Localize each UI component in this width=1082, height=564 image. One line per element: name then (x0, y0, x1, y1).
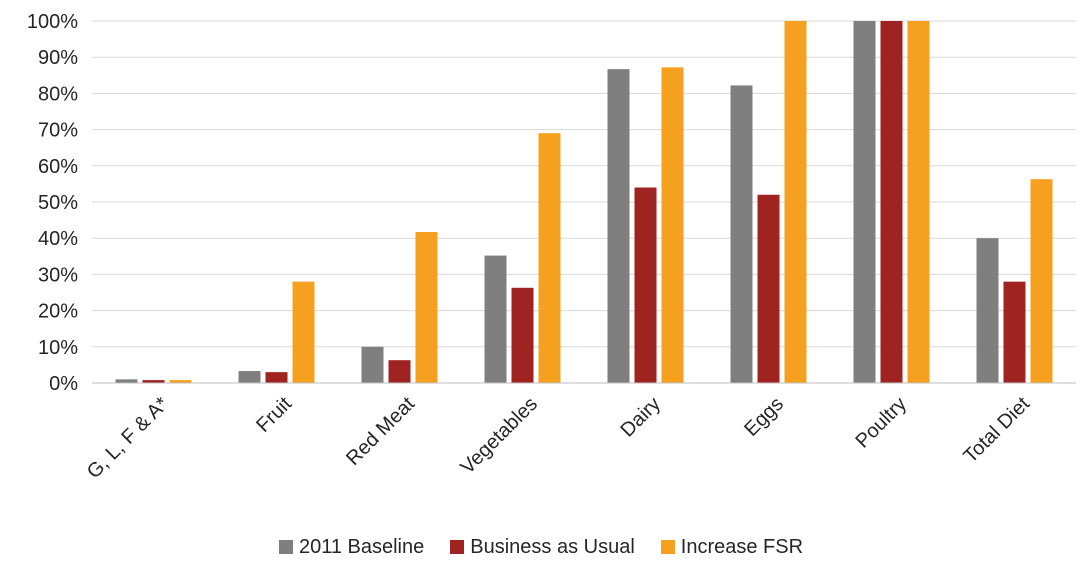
legend-swatch (660, 540, 675, 554)
legend-item: 2011 Baseline (278, 535, 425, 559)
bar (292, 281, 315, 383)
bars (115, 21, 1053, 384)
legend-label: Increase FSR (680, 535, 804, 558)
bar (1003, 281, 1026, 383)
legend-label: 2011 Baseline (298, 535, 425, 558)
bar (730, 85, 753, 383)
bar-chart: 0% 10% 20% 30% 40% 50% 60% 70% 80% 90% 100% G, L, … (27, 11, 1076, 484)
y-tick-label: 20% (38, 301, 78, 323)
y-tick-label: 10% (38, 337, 78, 359)
bar (511, 287, 534, 383)
bar (169, 380, 192, 383)
bar (142, 380, 165, 383)
bar (661, 67, 684, 383)
x-tick-label: G, L, F & A* (83, 393, 173, 483)
y-tick-label: 40% (38, 228, 78, 250)
bar (880, 21, 903, 383)
bar (757, 194, 780, 383)
x-tick-label: Fruit (252, 393, 296, 437)
bar (415, 232, 438, 383)
bar (607, 69, 630, 384)
bar (784, 21, 807, 383)
y-tick-label: 30% (38, 264, 78, 286)
x-tick-label: Poultry (851, 393, 911, 453)
legend-label: Business as Usual (470, 535, 635, 558)
y-axis-ticks: 0% 10% 20% 30% 40% 50% 60% 70% 80% 90% 100% (27, 11, 78, 395)
bar (115, 379, 138, 383)
bar (265, 372, 288, 383)
x-tick-label: Vegetables (456, 393, 542, 479)
bar (1030, 179, 1053, 383)
y-tick-label: 50% (38, 192, 78, 214)
bar (634, 187, 657, 383)
bar (361, 346, 384, 383)
y-tick-label: 100% (27, 11, 78, 33)
bar (238, 371, 261, 383)
x-tick-label: Eggs (740, 393, 788, 441)
bar (976, 238, 999, 383)
y-tick-label: 90% (38, 47, 78, 69)
x-tick-label: Red Meat (342, 393, 419, 470)
y-tick-label: 60% (38, 156, 78, 178)
legend-item: Business as Usual (450, 536, 635, 559)
bar (484, 255, 507, 383)
legend-item: Increase FSR (660, 535, 804, 559)
bar (538, 133, 561, 383)
legend-swatch (278, 540, 293, 554)
x-axis-labels: G, L, F & A* Fruit Red Meat Vegetables Dairy… (83, 393, 1035, 484)
y-tick-label: 0% (49, 373, 78, 395)
y-tick-label: 80% (38, 83, 78, 105)
bar (907, 21, 930, 383)
bar (388, 360, 411, 383)
x-tick-label: Total Diet (960, 393, 1035, 468)
bar (853, 21, 876, 383)
legend-swatch (450, 540, 465, 554)
legend: 2011 Baseline Business as Usual Increase F… (0, 532, 1082, 562)
x-tick-label: Dairy (616, 393, 665, 442)
y-tick-label: 70% (38, 120, 78, 142)
